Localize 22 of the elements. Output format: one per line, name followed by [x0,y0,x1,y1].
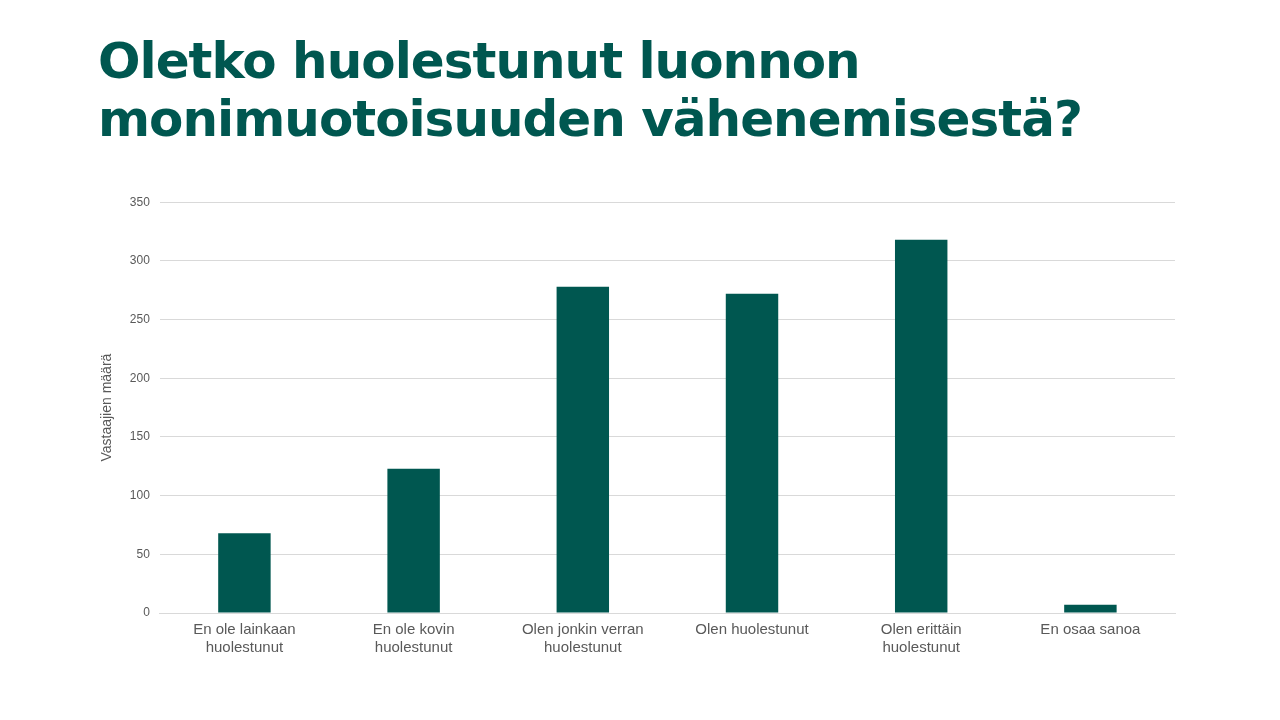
y-tick-label: 250 [129,311,151,326]
x-tick-label: Olen huolestunut [695,620,810,638]
y-axis-title: Vastaajien määrä [98,353,115,462]
x-tick-label: Olen jonkin verran huolestunut [521,620,644,656]
bar [894,239,948,613]
bar [725,293,779,613]
x-tick-label: En osaa sanoa [1040,620,1142,638]
x-tick-label: Olen erittäin huolestunut [880,620,962,656]
bar [1064,604,1117,613]
chart-title: Oletko huolestunut luonnon monimuotoisuuden vähenemisestä? [98,32,1083,148]
bar [218,533,271,613]
x-tick-label: En ole lainkaan huolestunut [193,620,296,656]
y-tick-label: 200 [129,370,151,385]
y-tick-label: 300 [129,253,151,268]
y-tick-label: 100 [129,487,151,502]
bar [556,286,610,613]
x-tick-label: En ole kovin huolestunut [372,620,455,656]
y-tick-label: 50 [136,546,151,561]
y-tick-label: 150 [129,429,151,444]
bar [387,468,440,613]
y-tick-label: 0 [143,605,151,620]
y-tick-label: 350 [129,194,151,209]
